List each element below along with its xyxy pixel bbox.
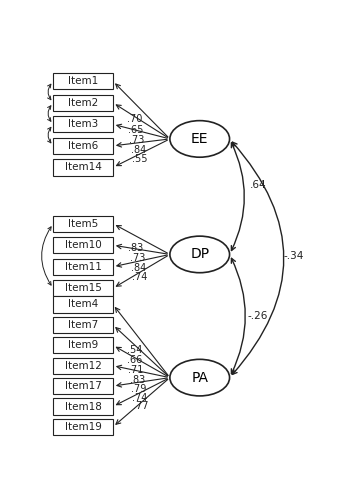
Text: DP: DP — [190, 248, 209, 262]
Text: .66: .66 — [127, 356, 143, 366]
Text: .77: .77 — [133, 402, 148, 411]
Text: Item2: Item2 — [68, 98, 98, 108]
FancyBboxPatch shape — [53, 419, 113, 435]
Text: .83: .83 — [130, 375, 145, 385]
FancyBboxPatch shape — [53, 216, 113, 232]
Text: .79: .79 — [131, 384, 146, 394]
Text: .83: .83 — [128, 243, 143, 253]
Text: Item5: Item5 — [68, 218, 98, 228]
Text: Item17: Item17 — [65, 381, 102, 391]
Text: Item6: Item6 — [68, 141, 98, 151]
FancyBboxPatch shape — [53, 73, 113, 90]
Text: .84: .84 — [131, 262, 146, 272]
FancyBboxPatch shape — [53, 280, 113, 296]
Text: .65: .65 — [128, 124, 144, 134]
FancyBboxPatch shape — [53, 160, 113, 176]
Text: Item12: Item12 — [65, 360, 102, 370]
Text: Item19: Item19 — [65, 422, 102, 432]
Text: Item9: Item9 — [68, 340, 98, 350]
FancyBboxPatch shape — [53, 138, 113, 154]
FancyBboxPatch shape — [53, 398, 113, 414]
Text: Item4: Item4 — [68, 300, 98, 310]
Text: Item15: Item15 — [65, 284, 102, 294]
Text: .84: .84 — [131, 144, 146, 154]
Ellipse shape — [170, 120, 230, 157]
FancyBboxPatch shape — [53, 337, 113, 353]
FancyBboxPatch shape — [53, 94, 113, 111]
FancyBboxPatch shape — [53, 296, 113, 312]
FancyBboxPatch shape — [53, 237, 113, 254]
FancyBboxPatch shape — [53, 116, 113, 132]
FancyBboxPatch shape — [53, 358, 113, 374]
Text: Item1: Item1 — [68, 76, 98, 86]
Text: Item14: Item14 — [65, 162, 102, 172]
Text: PA: PA — [191, 370, 208, 384]
Text: -.34: -.34 — [284, 252, 304, 262]
Text: Item18: Item18 — [65, 402, 102, 411]
Text: .55: .55 — [132, 154, 147, 164]
Text: .54: .54 — [127, 346, 142, 356]
Text: -.26: -.26 — [247, 311, 267, 321]
Text: .74: .74 — [132, 393, 147, 403]
Text: .74: .74 — [132, 272, 148, 282]
Ellipse shape — [170, 236, 230, 273]
FancyBboxPatch shape — [53, 317, 113, 333]
Text: Item7: Item7 — [68, 320, 98, 330]
Text: Item3: Item3 — [68, 120, 98, 130]
Text: .73: .73 — [130, 253, 145, 263]
Text: .73: .73 — [129, 135, 145, 145]
Text: .64: .64 — [250, 180, 267, 190]
Text: .70: .70 — [127, 114, 142, 124]
Text: Item11: Item11 — [65, 262, 102, 272]
FancyBboxPatch shape — [53, 258, 113, 275]
FancyBboxPatch shape — [53, 378, 113, 394]
Text: EE: EE — [191, 132, 209, 146]
Ellipse shape — [170, 360, 230, 396]
Text: .71: .71 — [128, 365, 144, 375]
Text: Item10: Item10 — [65, 240, 102, 250]
